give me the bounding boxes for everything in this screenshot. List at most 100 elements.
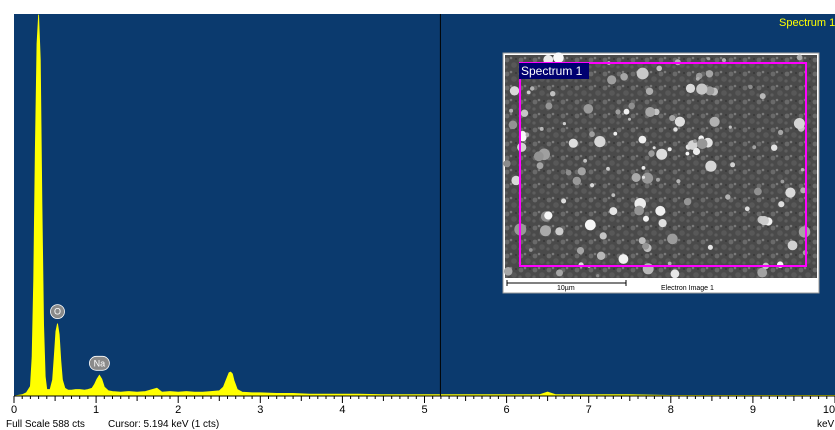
sem-particle [509,86,520,96]
sem-particle [692,147,701,156]
peak-label-text: C [35,0,42,8]
sem-particle [667,233,678,245]
sem-particle [800,187,807,194]
sem-particle [519,130,526,138]
sem-particle [517,142,527,152]
sem-particle [520,109,529,117]
sem-particle [641,175,646,179]
sem-particle [669,115,676,122]
sem-particle [785,187,796,198]
peak-label-o[interactable]: O [50,304,65,320]
x-tick-label: 0 [11,404,17,416]
sem-particle [596,251,606,260]
sem-particle [721,58,727,63]
sem-particle [550,91,556,97]
sem-particle [685,83,696,93]
sem-particle [696,138,708,150]
electron-image [505,55,817,278]
peak-label-bg [89,355,110,371]
sem-particle [613,131,618,136]
sem-particle [536,162,544,170]
sem-particle [641,166,646,170]
sem-particle [705,86,715,96]
sem-particle [667,261,672,266]
sem-particle [607,75,617,85]
sem-particle [642,263,654,275]
sem-particle [638,237,646,245]
sem-particle [667,147,672,152]
spectrum-series-0 [14,14,835,396]
sem-particle [576,247,585,255]
sem-particle [707,244,713,250]
sem-particle [577,167,586,176]
sem-particle [752,145,757,150]
sem-particle [511,175,521,186]
sem-particle [709,116,720,127]
sem-particle [568,138,578,148]
sem-particle [744,206,750,212]
sem-particle [642,242,650,250]
sem-particle [623,108,630,115]
spectrum-roi-rectangle[interactable] [519,62,807,267]
sem-particle [583,104,594,114]
peak-label-bg [50,304,65,320]
sem-particle [643,215,649,222]
peak-label-na[interactable]: Na [89,355,110,371]
sem-particle [620,73,628,81]
sem-particle [562,122,567,126]
sem-particle [638,135,647,144]
spectrum-name: Spectrum 1 [779,17,835,29]
sem-particle [583,158,587,163]
sem-particle [759,93,766,100]
sem-particle [645,107,656,117]
sem-particle [693,139,697,144]
cursor-readout: Cursor: 5.194 keV (1 cts) [108,419,219,430]
sem-particle [540,225,551,237]
sem-particle [778,201,785,208]
peak-label-bg [32,0,46,10]
sem-particle [673,127,678,132]
sem-particle [631,173,641,182]
sem-particle [748,84,753,90]
peak-label-text: O [54,307,61,317]
inset-spectrum-label-bg [519,63,589,79]
sem-particle [695,76,700,81]
sem-particle [641,172,654,184]
peak-label-c[interactable]: C [32,0,46,10]
sem-particle [528,248,533,252]
sem-particle [555,227,564,236]
sem-particle [648,150,655,157]
sem-particle [596,274,600,278]
x-tick-label: 8 [668,404,674,416]
sem-particle [676,179,681,184]
sem-particle [705,70,714,78]
x-tick-label: 9 [750,404,756,416]
x-axis-unit-label: keV [817,419,835,430]
x-tick-label: 7 [586,404,592,416]
sem-particle [611,193,616,198]
sem-particle [685,151,690,156]
image-caption: Electron Image 1 [661,285,714,292]
sem-particle [793,118,805,129]
sem-particle [565,169,572,176]
sem-particle [606,166,610,171]
full-scale-readout: Full Scale 588 cts [6,419,85,430]
inset-spectrum-label: Spectrum 1 [521,64,583,78]
x-tick-label: 2 [175,404,181,416]
sem-particle [508,120,518,130]
sem-particle [656,65,662,72]
sem-particle [526,90,531,95]
sem-particle [683,198,692,206]
sem-particle [553,52,564,63]
sem-particle [656,177,660,182]
peak-label-text: Na [94,358,106,368]
sem-particle [599,232,607,240]
sem-particle [503,267,513,276]
sem-particle [594,136,606,148]
sem-particle [645,87,654,96]
sem-particle [590,183,595,188]
x-tick-label: 10 [823,404,835,416]
sem-particle [707,57,711,61]
sem-particle [561,198,567,204]
